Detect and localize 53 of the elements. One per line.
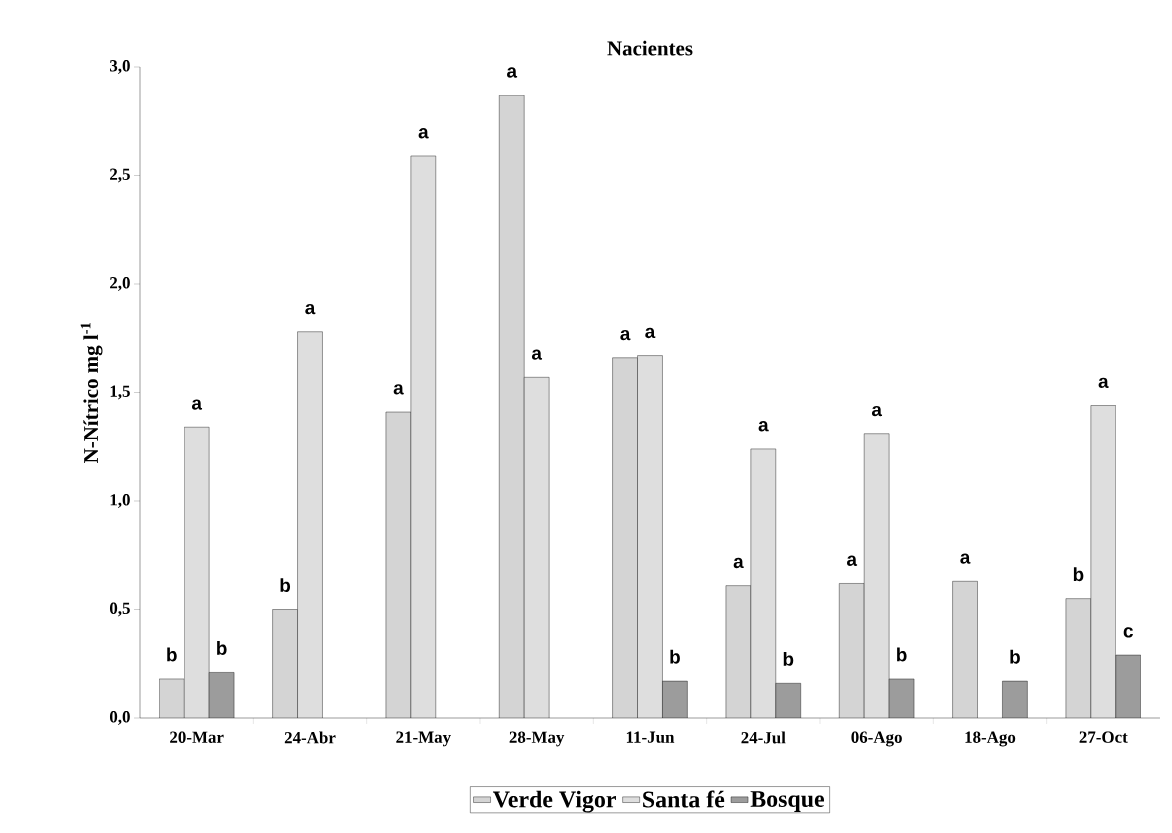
bar [1002, 681, 1028, 718]
data-label: a [871, 405, 883, 417]
y-tick-label: 1,5 [110, 385, 130, 400]
data-label: a [733, 557, 744, 569]
data-label: a [960, 553, 971, 564]
legend-label: Verde Vigor [492, 790, 616, 813]
bar [662, 681, 688, 718]
y-tick-label: 3,0 [109, 60, 130, 74]
data-label: a [620, 329, 631, 341]
data-label: b [280, 578, 291, 593]
chart-title: Nacientes [607, 40, 693, 56]
x-tick-label: 28-May [509, 731, 565, 747]
data-label: b [167, 647, 177, 662]
data-label: a [393, 384, 404, 395]
x-tick-label: 20-Mar [170, 731, 224, 743]
data-label: a [531, 349, 543, 360]
bar [775, 683, 801, 718]
x-tick-label: 27-Oct [1079, 731, 1128, 743]
x-tick-label: 24-Jul [741, 731, 786, 744]
data-label: b [217, 641, 227, 655]
data-label: c [1123, 627, 1133, 638]
y-tick-label: 0,0 [109, 711, 130, 725]
legend-label: Bosque [750, 791, 825, 812]
x-tick-label: 18-Ago [965, 731, 1016, 747]
data-label: b [670, 649, 680, 664]
bar [410, 155, 436, 718]
data-label: a [847, 555, 858, 566]
data-label: b [783, 651, 794, 666]
data-label: b [1010, 649, 1020, 664]
bar [385, 412, 411, 718]
bar [952, 581, 978, 718]
data-label: a [645, 327, 656, 339]
data-label: a [418, 128, 429, 139]
bar [725, 585, 751, 718]
data-label: a [305, 303, 316, 315]
data-label: a [191, 399, 203, 410]
x-tick-label: 21-May [396, 731, 451, 747]
y-tick-label: 2,5 [110, 168, 130, 183]
bar [1115, 654, 1141, 718]
legend-label: Santa fé [643, 790, 725, 808]
x-tick-label: 06-Ago [851, 731, 902, 747]
data-label: a [758, 421, 769, 432]
bar [750, 448, 776, 718]
y-tick-label: 0,5 [109, 602, 130, 617]
y-axis-title: N-Nítrico mg l$^{-1}$ [80, 322, 103, 463]
data-label: b [897, 647, 907, 662]
x-tick-label: 11-Jun [626, 731, 675, 743]
data-label: a [1098, 377, 1109, 389]
y-tick-label: 2,0 [110, 277, 130, 291]
data-label: b [1073, 567, 1084, 582]
data-label: a [507, 67, 518, 78]
x-tick-label: 24-Abr [284, 731, 336, 744]
y-tick-label: 1,0 [110, 494, 130, 508]
